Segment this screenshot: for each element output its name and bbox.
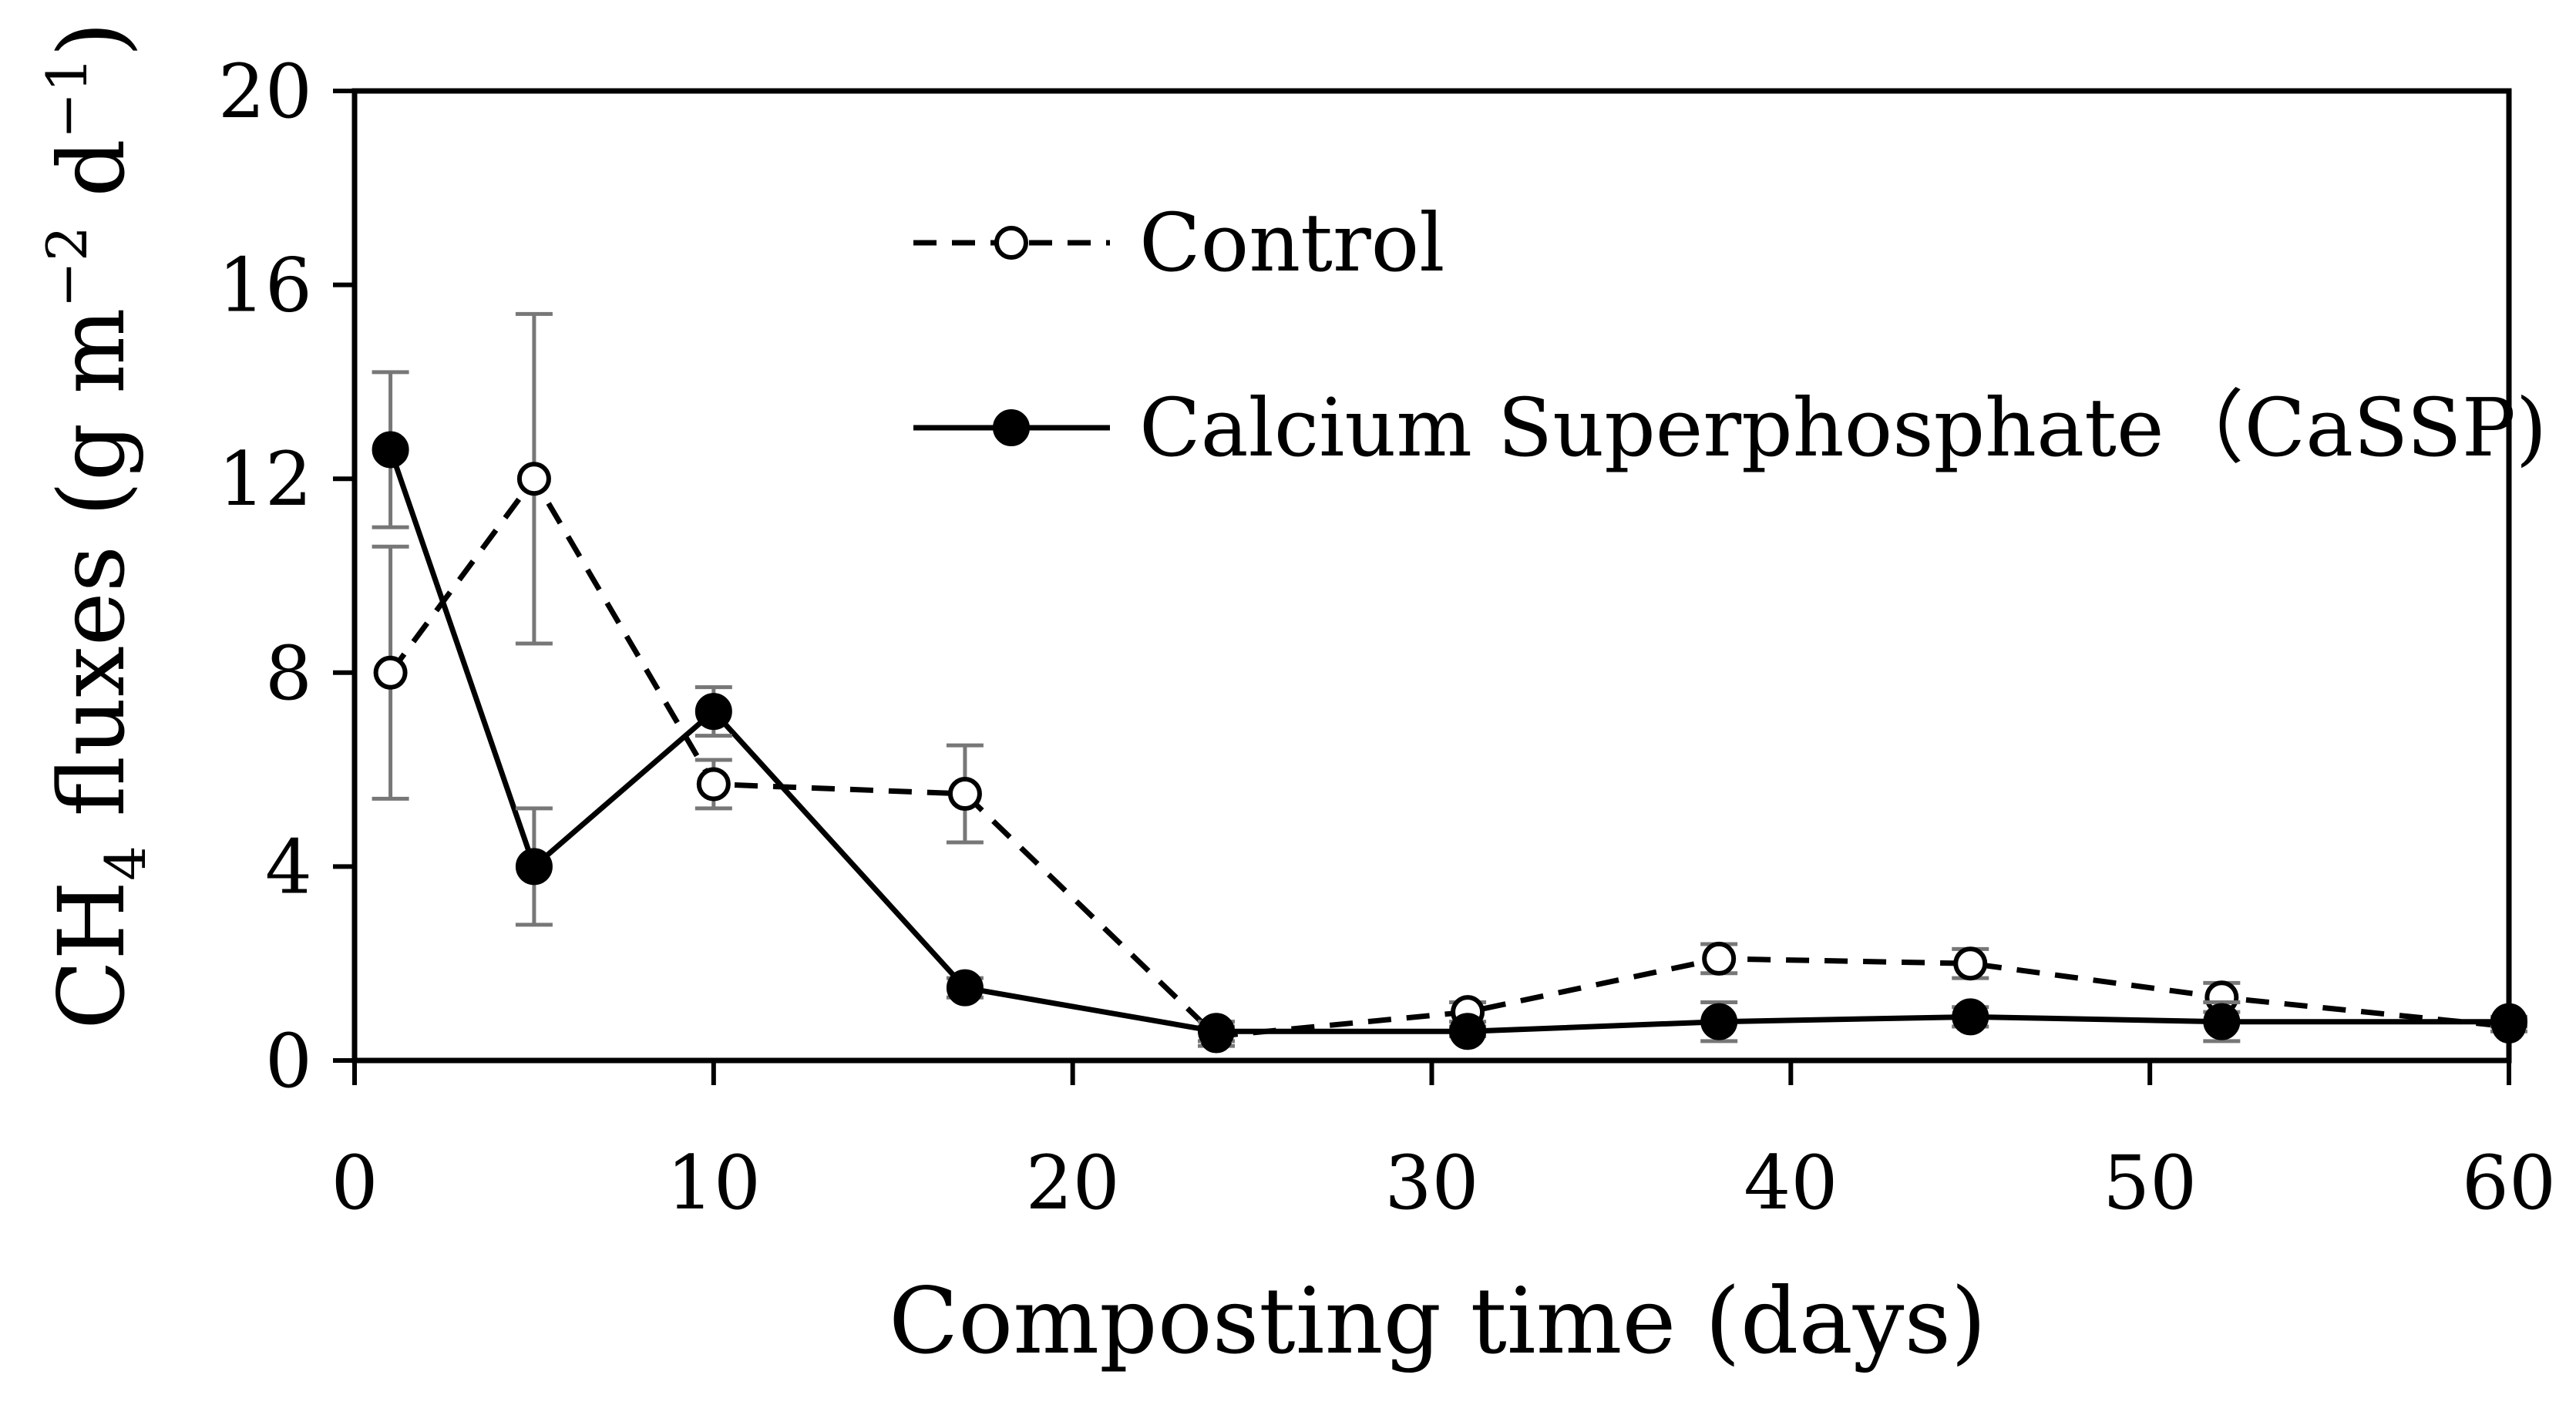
data-point-cassp [372,431,409,469]
data-point-control [1953,946,1988,981]
x-tick-label: 10 [667,1140,761,1226]
series-line-control [388,476,2510,1039]
y-tick-label: 12 [218,436,312,523]
data-point-cassp [1700,1003,1738,1040]
plot-layer [372,311,2527,1054]
x-tick-label: 0 [331,1140,378,1226]
legend-marker-control [994,226,1028,260]
y-axis-title-subscript: 4 [93,845,158,881]
y-axis-title-text3: ) [39,22,145,57]
data-point-cassp [515,848,553,886]
y-tick-label: 8 [265,630,312,717]
y-axis-title-sup1: −2 [35,226,99,308]
data-point-cassp [1198,1013,1235,1050]
x-tick-label: 30 [1384,1140,1478,1226]
data-point-cassp [2203,1003,2241,1040]
legend-marker-cassp [993,409,1030,446]
y-tick-label: 4 [265,824,312,910]
data-point-control [696,767,731,802]
data-point-cassp [1952,998,1989,1036]
data-point-cassp [946,969,984,1007]
legend: Control Calcium Superphosphate（CaSSP) [913,196,2547,475]
series-line-cassp [388,449,2509,1034]
data-point-cassp [694,693,732,731]
data-point-cassp [1449,1013,1487,1050]
y-axis-title: CH4 fluxes (g m−2 d−1) [35,22,158,1030]
y-tick-label: 0 [265,1018,312,1104]
data-point-control [1702,941,1737,976]
y-axis-title-text2: d [39,139,145,226]
legend-item-control: Control [913,196,1445,290]
legend-label-control: Control [1139,196,1445,290]
data-point-control [947,777,982,812]
x-tick-label: 20 [1026,1140,1120,1226]
y-tick-label: 16 [218,243,312,329]
y-tick-label: 20 [218,49,312,135]
data-point-control [373,655,408,690]
y-axis-title-text1: fluxes (g m [39,308,145,845]
y-axis-title-base: CH [39,881,145,1030]
y-axis-title-sup2: −1 [35,57,99,139]
data-point-control [516,462,551,496]
axis-layer: 0 4 8 12 16 20 0 10 20 30 40 50 60 [218,49,2556,1226]
x-tick-label: 50 [2103,1140,2197,1226]
x-axis-title: Composting time (days) [889,1268,1986,1374]
series-cassp [372,370,2527,1050]
x-tick-label: 40 [1744,1140,1838,1226]
legend-item-cassp: Calcium Superphosphate（CaSSP) [913,381,2547,475]
legend-label-cassp: Calcium Superphosphate（CaSSP) [1139,381,2547,475]
x-tick-label: 60 [2462,1140,2556,1226]
